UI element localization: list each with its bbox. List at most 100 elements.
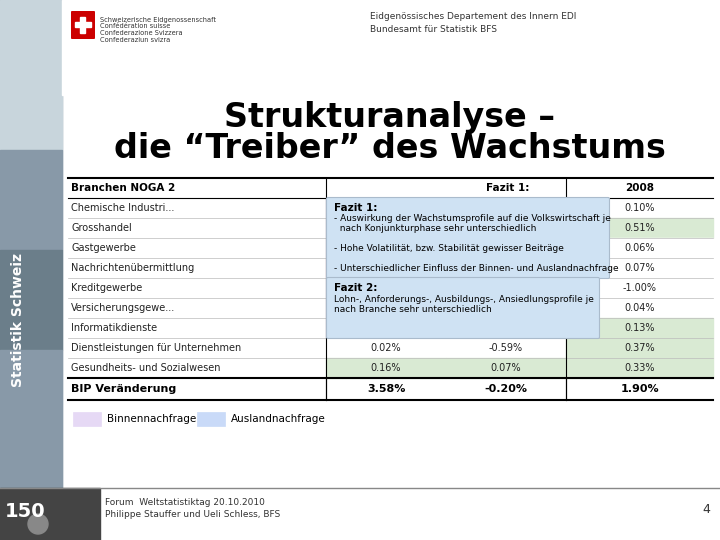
Bar: [326, 338, 446, 358]
Bar: [446, 278, 566, 298]
Bar: [0, 250, 62, 350]
Circle shape: [28, 514, 48, 534]
FancyBboxPatch shape: [326, 198, 610, 279]
Text: 0.51%: 0.51%: [624, 223, 654, 233]
Bar: [80, 17, 85, 33]
Bar: [566, 258, 713, 278]
Text: -0.20%: -0.20%: [485, 384, 528, 394]
Text: Auslandnachfrage: Auslandnachfrage: [231, 414, 325, 424]
Text: 0.10%: 0.10%: [624, 203, 654, 213]
Bar: [73, 412, 101, 426]
Text: nach Konjunkturphase sehr unterschiedlich: nach Konjunkturphase sehr unterschiedlic…: [334, 224, 536, 233]
Bar: [566, 238, 713, 258]
Text: 0.43%: 0.43%: [371, 263, 401, 273]
Text: Fazit 2:: Fazit 2:: [334, 283, 377, 293]
Bar: [446, 298, 566, 318]
Text: Confederaziun svizra: Confederaziun svizra: [100, 37, 170, 43]
Text: Branchen NOGA 2: Branchen NOGA 2: [71, 183, 175, 193]
Text: 1.90%: 1.90%: [620, 384, 659, 394]
Bar: [68, 278, 326, 298]
Bar: [0, 350, 62, 540]
Text: Confederazione Svizzera: Confederazione Svizzera: [100, 30, 183, 36]
Bar: [326, 358, 446, 378]
Text: 3.58%: 3.58%: [366, 384, 405, 394]
Text: Dienstleistungen für Unternehmen: Dienstleistungen für Unternehmen: [71, 343, 241, 353]
Text: 0.04%: 0.04%: [624, 303, 654, 313]
Text: Kreditgewerbe: Kreditgewerbe: [71, 283, 143, 293]
Text: Gastgewerbe: Gastgewerbe: [71, 243, 136, 253]
Text: die “Treiber” des Wachstums: die “Treiber” des Wachstums: [114, 132, 666, 165]
Bar: [68, 218, 326, 238]
Bar: [566, 318, 713, 338]
Bar: [446, 238, 566, 258]
Bar: [0, 0, 62, 150]
Bar: [68, 358, 326, 378]
Text: Gesundheits- und Sozialwesen: Gesundheits- und Sozialwesen: [71, 363, 220, 373]
Bar: [566, 338, 713, 358]
Text: Lohn-, Anforderungs-, Ausbildungs-, Ansiedlungsprofile je: Lohn-, Anforderungs-, Ausbildungs-, Ansi…: [334, 295, 594, 304]
Bar: [326, 238, 446, 258]
Bar: [566, 198, 713, 218]
Text: Statistik Schweiz: Statistik Schweiz: [11, 253, 25, 387]
Bar: [326, 198, 446, 218]
Text: 0.06%: 0.06%: [624, 243, 654, 253]
Bar: [62, 0, 720, 95]
Bar: [68, 198, 326, 218]
Text: - Unterschiedlicher Einfluss der Binnen- und Auslandnachfrage: - Unterschiedlicher Einfluss der Binnen-…: [334, 264, 618, 273]
Text: 0.07%: 0.07%: [624, 263, 654, 273]
Text: BIP Veränderung: BIP Veränderung: [71, 384, 176, 394]
Bar: [446, 258, 566, 278]
Text: Versicherungsgewe...: Versicherungsgewe...: [71, 303, 175, 313]
Bar: [68, 338, 326, 358]
Text: Schweizerische Eidgenossenschaft: Schweizerische Eidgenossenschaft: [100, 17, 216, 23]
Text: -1.00%: -1.00%: [623, 283, 657, 293]
Text: -0.59%: -0.59%: [489, 343, 523, 353]
Bar: [326, 218, 446, 238]
Text: Informatikdienste: Informatikdienste: [71, 323, 157, 333]
Text: nach Branche sehr unterschiedlich: nach Branche sehr unterschiedlich: [334, 305, 492, 314]
Text: 2008: 2008: [625, 183, 654, 193]
Bar: [566, 298, 713, 318]
Text: 150: 150: [5, 502, 45, 521]
Bar: [446, 338, 566, 358]
Text: Eidgenössisches Departement des Innern EDI
Bundesamt für Statistik BFS: Eidgenössisches Departement des Innern E…: [370, 12, 577, 34]
Bar: [75, 22, 91, 27]
Bar: [0, 150, 62, 250]
Text: 0.10%: 0.10%: [491, 263, 521, 273]
Text: Binnennachfrage: Binnennachfrage: [107, 414, 197, 424]
Bar: [326, 318, 446, 338]
Bar: [326, 258, 446, 278]
Bar: [0, 488, 100, 540]
Text: Grosshandel: Grosshandel: [71, 223, 132, 233]
Text: - Hohe Volatilität, bzw. Stabilität gewisser Beiträge: - Hohe Volatilität, bzw. Stabilität gewi…: [334, 244, 564, 253]
Text: - Auswirkung der Wachstumsprofile auf die Volkswirtschaft je: - Auswirkung der Wachstumsprofile auf di…: [334, 214, 611, 223]
Text: Strukturanalyse –: Strukturanalyse –: [225, 102, 556, 134]
Bar: [566, 358, 713, 378]
Bar: [0, 0, 62, 540]
Bar: [326, 298, 446, 318]
Bar: [446, 198, 566, 218]
FancyBboxPatch shape: [326, 278, 600, 339]
Text: Confédération suisse: Confédération suisse: [100, 24, 171, 30]
Bar: [566, 278, 713, 298]
Text: 0.39%: 0.39%: [491, 283, 521, 293]
Bar: [68, 298, 326, 318]
Text: Forum  Weltstatistiktag 20.10.2010: Forum Weltstatistiktag 20.10.2010: [105, 498, 265, 507]
Text: 0.37%: 0.37%: [624, 343, 654, 353]
Text: Chemische Industri...: Chemische Industri...: [71, 203, 174, 213]
Bar: [197, 412, 225, 426]
Text: 0.33%: 0.33%: [624, 363, 654, 373]
Text: Nachrichtenübermittlung: Nachrichtenübermittlung: [71, 263, 194, 273]
Text: 0.13%: 0.13%: [624, 323, 654, 333]
Text: Fazit 1:: Fazit 1:: [334, 203, 377, 213]
Text: Fazit 1:: Fazit 1:: [486, 183, 529, 193]
Text: Philippe Stauffer und Ueli Schless, BFS: Philippe Stauffer und Ueli Schless, BFS: [105, 510, 280, 519]
Bar: [326, 278, 446, 298]
Bar: [68, 238, 326, 258]
Bar: [566, 218, 713, 238]
FancyBboxPatch shape: [71, 11, 95, 39]
Text: 4: 4: [702, 503, 710, 516]
Bar: [68, 318, 326, 338]
Text: 0.02%: 0.02%: [371, 343, 401, 353]
Bar: [446, 218, 566, 238]
